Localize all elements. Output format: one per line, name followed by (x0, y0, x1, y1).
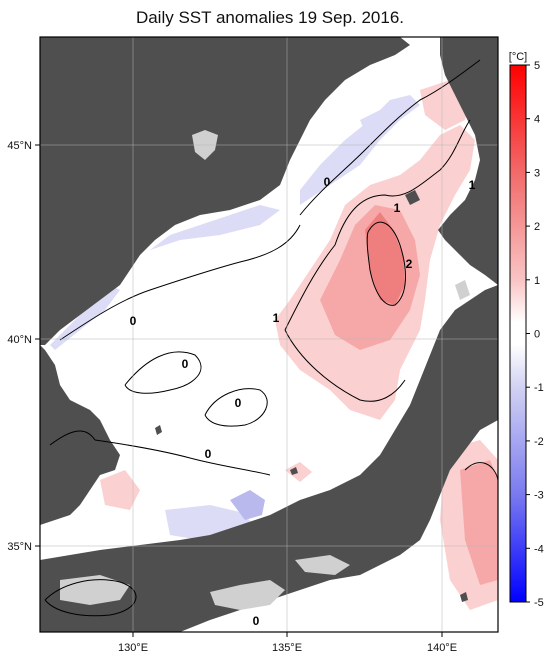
colorbar-tick-label: -5 (534, 597, 544, 609)
map-gridlines (40, 37, 498, 632)
contour-two (366, 221, 406, 306)
contour-label: 0 (235, 396, 242, 410)
colorbar-tick-label: 2 (534, 221, 540, 233)
land-hokkaido (438, 37, 498, 285)
cool-anomaly-upper-right (360, 110, 395, 132)
colorbar-tick-label: 4 (534, 114, 540, 126)
colorbar-tick-label: 3 (534, 167, 540, 179)
latitude-labels: 45°N 40°N 35°N (7, 140, 32, 553)
colorbar-tick-label: 0 (534, 329, 540, 341)
contour-one-east (464, 462, 498, 481)
lon-label: 140°E (427, 642, 457, 654)
contour-label-group: 0 0 0 0 0 0 1 1 1 2 (130, 175, 476, 628)
lon-label: 130°E (118, 642, 148, 654)
map-plot-area (40, 37, 498, 632)
map-frame (39, 36, 499, 633)
warm-anomaly-core (365, 212, 405, 305)
contour-zero-southwest (44, 579, 137, 617)
lat-label: 40°N (7, 334, 32, 346)
contour-label: 1 (394, 201, 401, 215)
contour-zero-loop2 (204, 388, 268, 427)
contour-one-right (284, 329, 406, 402)
tick-marks (35, 144, 443, 637)
land-korea (40, 345, 120, 525)
land-western-japan (40, 285, 498, 632)
contour-label: 1 (469, 178, 476, 192)
contour-label: 0 (182, 357, 189, 371)
cool-anomaly-south (230, 490, 265, 520)
colorbar-tick-label: 5 (534, 60, 540, 72)
contour-label: 0 (253, 614, 260, 628)
contour-label: 2 (406, 257, 413, 271)
lon-label: 135°E (272, 642, 302, 654)
contour-zero-coast (59, 224, 301, 341)
warm-anomaly-east-inner (460, 460, 498, 585)
contour-lines (44, 59, 498, 617)
colorbar: [°C] 5 4 3 2 1 0 -1 -2 -3 -4 -5 (509, 51, 544, 609)
contour-zero-loop1 (124, 351, 202, 394)
lat-label: 45°N (7, 140, 32, 152)
land-lake-hokkaido (455, 280, 470, 300)
colorbar-tick-label: -1 (534, 382, 544, 394)
land-asia-mainland (40, 37, 410, 345)
land-seto-light (295, 555, 350, 575)
colorbar-tick-label: -2 (534, 436, 544, 448)
warm-anomaly-southwest (100, 470, 140, 510)
contour-label: 0 (205, 447, 212, 461)
colorbar-tick-label: -3 (534, 490, 544, 502)
contour-zero-korea (49, 430, 96, 446)
land-izu-islands (460, 592, 468, 602)
land-shikoku (210, 580, 285, 610)
contour-label: 0 (130, 314, 137, 328)
contour-label: 0 (324, 175, 331, 189)
contour-zero-north (299, 59, 481, 216)
contour-label: 1 (273, 311, 280, 325)
cool-anomaly-korea-coast (50, 285, 120, 350)
contour-zero-south (94, 439, 271, 476)
contour-one-main (284, 119, 471, 331)
colorbar-ticks: 5 4 3 2 1 0 -1 -2 -3 -4 -5 (526, 60, 544, 609)
longitude-labels: 130°E 135°E 140°E (118, 642, 457, 654)
land-sado (405, 190, 420, 205)
colorbar-tick-label: 1 (534, 275, 540, 287)
colorbar-tick-label: -4 (534, 543, 544, 555)
land-oki (290, 467, 298, 475)
land-tsushima (155, 425, 162, 435)
warm-anomaly-small (285, 462, 312, 482)
map-title: Daily SST anomalies 19 Sep. 2016. (135, 8, 405, 27)
land-noto (385, 440, 402, 462)
cool-anomaly-coast (150, 205, 280, 250)
lat-label: 35°N (7, 541, 32, 553)
colorbar-gradient (509, 64, 527, 603)
colorbar-unit: [°C] (509, 51, 527, 63)
